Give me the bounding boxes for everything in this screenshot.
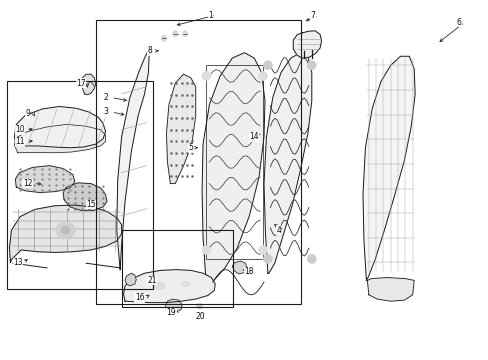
- Text: 4: 4: [276, 226, 281, 235]
- Ellipse shape: [196, 303, 202, 309]
- Polygon shape: [117, 47, 149, 270]
- Text: 9: 9: [25, 109, 30, 118]
- Polygon shape: [63, 183, 107, 211]
- Ellipse shape: [56, 222, 75, 238]
- Text: 5: 5: [188, 143, 193, 152]
- Ellipse shape: [61, 226, 70, 234]
- Polygon shape: [362, 56, 414, 280]
- Polygon shape: [15, 166, 75, 193]
- Text: 8: 8: [147, 46, 151, 55]
- Ellipse shape: [181, 282, 190, 287]
- Polygon shape: [366, 278, 413, 301]
- Text: 19: 19: [166, 308, 176, 317]
- Text: 13: 13: [13, 258, 22, 267]
- Polygon shape: [125, 273, 136, 286]
- Ellipse shape: [307, 255, 316, 264]
- Text: 7: 7: [310, 10, 315, 19]
- Ellipse shape: [172, 31, 177, 37]
- Polygon shape: [14, 125, 105, 153]
- Polygon shape: [165, 299, 182, 312]
- Bar: [6, 81, 153, 289]
- Ellipse shape: [202, 246, 210, 255]
- Ellipse shape: [182, 31, 187, 37]
- Text: 2: 2: [103, 93, 108, 102]
- Text: 12: 12: [23, 179, 32, 188]
- Polygon shape: [293, 31, 321, 58]
- Text: 11: 11: [16, 137, 25, 146]
- Polygon shape: [232, 261, 246, 274]
- Polygon shape: [202, 53, 264, 280]
- Text: 3: 3: [103, 107, 108, 116]
- Text: 21: 21: [147, 276, 156, 285]
- Text: 1: 1: [207, 10, 212, 19]
- Ellipse shape: [258, 72, 267, 81]
- Text: 15: 15: [86, 200, 96, 209]
- Text: 18: 18: [244, 267, 254, 276]
- Bar: [122, 230, 232, 307]
- Text: 14: 14: [249, 132, 259, 141]
- Text: 10: 10: [15, 125, 25, 134]
- Text: 6: 6: [456, 18, 461, 27]
- Ellipse shape: [263, 61, 272, 70]
- Ellipse shape: [152, 282, 165, 290]
- Polygon shape: [9, 205, 122, 262]
- Ellipse shape: [263, 255, 272, 264]
- Bar: [96, 21, 300, 304]
- Polygon shape: [81, 74, 96, 95]
- Ellipse shape: [258, 246, 267, 255]
- Polygon shape: [166, 74, 195, 184]
- Text: 17: 17: [76, 79, 86, 88]
- Text: 16: 16: [135, 293, 144, 302]
- Ellipse shape: [161, 35, 166, 41]
- Ellipse shape: [202, 72, 210, 81]
- Ellipse shape: [307, 61, 316, 70]
- Text: 20: 20: [195, 312, 205, 321]
- Polygon shape: [14, 107, 105, 148]
- Polygon shape: [264, 53, 311, 273]
- Polygon shape: [123, 270, 215, 303]
